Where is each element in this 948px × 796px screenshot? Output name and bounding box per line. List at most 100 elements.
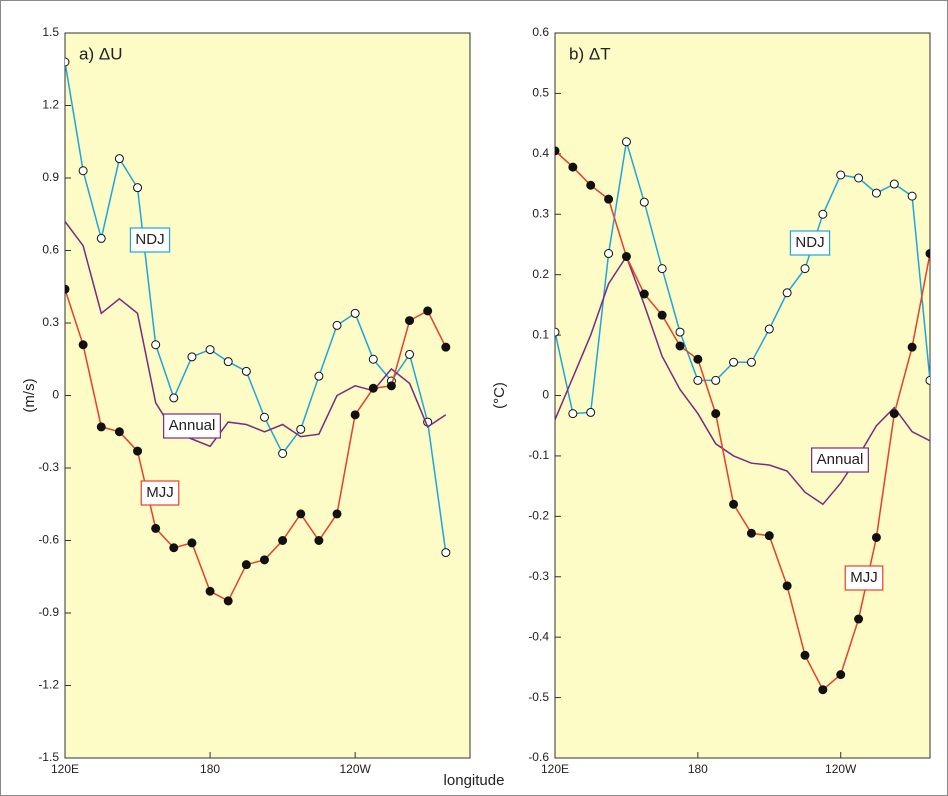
y-tick-label: -0.2 [528, 509, 549, 523]
y-tick-label: -0.9 [38, 605, 59, 619]
x-tick-label: 120E [51, 762, 79, 776]
point [205, 586, 215, 596]
point [568, 162, 578, 172]
point [871, 532, 881, 542]
point [187, 538, 197, 548]
point [800, 264, 810, 274]
x-tick-label: 120W [339, 762, 371, 776]
point [296, 509, 306, 519]
x-tick-label: 180 [688, 762, 708, 776]
point [441, 342, 451, 352]
point [296, 424, 306, 434]
point [746, 357, 756, 367]
point [675, 327, 685, 337]
point [711, 375, 721, 385]
point [586, 407, 596, 417]
y-tick-label: 0.5 [532, 86, 549, 100]
point [889, 179, 899, 189]
x-tick-label: 180 [200, 762, 220, 776]
point [133, 446, 143, 456]
point [604, 249, 614, 259]
y-tick-label: 0.6 [42, 243, 59, 257]
point [621, 252, 631, 262]
point [78, 340, 88, 350]
point [350, 308, 360, 318]
point [854, 614, 864, 624]
point [386, 381, 396, 391]
y-tick-label: -1.5 [38, 750, 59, 764]
series-label-box [129, 227, 171, 253]
point [368, 383, 378, 393]
line [555, 254, 930, 506]
series-label: NDJ [135, 231, 164, 248]
point [764, 324, 774, 334]
point [925, 249, 930, 259]
point [586, 180, 596, 190]
point [907, 342, 917, 352]
point [764, 531, 774, 541]
point [65, 284, 70, 294]
point [114, 154, 124, 164]
y-axis-label: (°C) [491, 382, 508, 409]
line [65, 221, 447, 448]
point [205, 345, 215, 355]
point [78, 166, 88, 176]
point [187, 352, 197, 362]
point [223, 596, 233, 606]
point [604, 194, 614, 204]
point [639, 197, 649, 207]
point [169, 393, 179, 403]
point [818, 685, 828, 695]
point [223, 357, 233, 367]
point [314, 371, 324, 381]
point [368, 354, 378, 364]
point [350, 410, 360, 420]
point [241, 560, 251, 570]
y-tick-label: 1.2 [42, 98, 59, 112]
point [169, 543, 179, 553]
plot-area [554, 32, 931, 759]
point [259, 555, 269, 565]
series-group [65, 57, 451, 606]
y-tick-label: 0.6 [532, 25, 549, 39]
series-label: Annual [817, 451, 864, 468]
point [818, 209, 828, 219]
y-tick-label: 0.3 [532, 206, 549, 220]
point [639, 289, 649, 299]
point [836, 170, 846, 180]
point [332, 320, 342, 330]
point [241, 366, 251, 376]
y-tick-label: 0.3 [42, 315, 59, 329]
point [657, 310, 667, 320]
y-tick-label: -0.6 [528, 750, 549, 764]
y-tick-label: -0.3 [38, 460, 59, 474]
point [675, 341, 685, 351]
x-tick-label: 120E [541, 762, 569, 776]
series-label: Annual [169, 417, 216, 434]
point [836, 670, 846, 680]
point [278, 536, 288, 545]
y-tick-label: -0.6 [38, 533, 59, 547]
point [441, 548, 451, 558]
line [65, 61, 447, 553]
point [782, 288, 792, 298]
point [782, 581, 792, 591]
y-tick-label: 0 [542, 388, 549, 402]
series-label-box [163, 413, 221, 439]
point [555, 146, 560, 156]
point [555, 327, 560, 337]
plot-area [64, 32, 471, 759]
point [314, 536, 324, 545]
y-tick-label: -1.2 [38, 678, 59, 692]
point [889, 409, 899, 419]
series-label-box [844, 565, 884, 591]
point [693, 354, 703, 364]
series-label: MJJ [146, 484, 174, 501]
point [332, 509, 342, 519]
point [405, 316, 415, 326]
x-axis-label: longitude [444, 772, 505, 789]
point [657, 264, 667, 274]
y-tick-label: -0.1 [528, 448, 549, 462]
line [555, 141, 930, 415]
